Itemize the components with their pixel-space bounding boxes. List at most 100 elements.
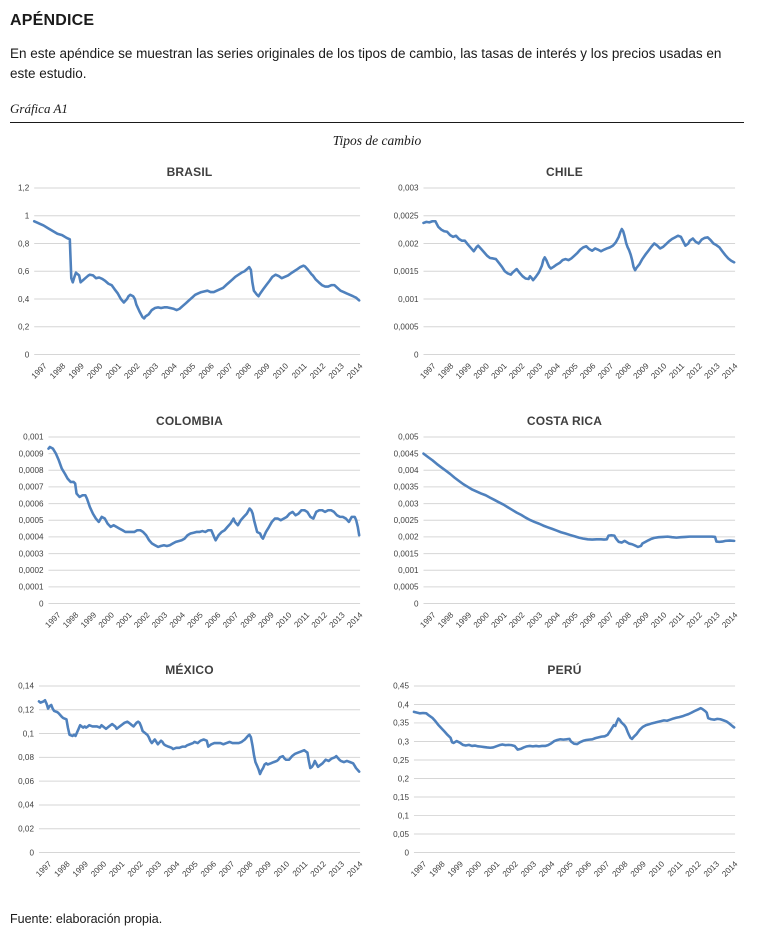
svg-text:0,05: 0,05 (393, 830, 409, 839)
svg-text:2009: 2009 (252, 361, 271, 380)
svg-text:0,0006: 0,0006 (19, 499, 44, 508)
chart-panel-costa-rica: COSTA RICA 0 0,0005 0,001 0,0015 0,002 0,0025… (385, 412, 744, 649)
svg-text:2012: 2012 (684, 859, 703, 878)
svg-text:0,0015: 0,0015 (394, 267, 419, 276)
svg-text:2009: 2009 (632, 361, 651, 380)
svg-text:1999: 1999 (67, 361, 86, 380)
svg-text:2011: 2011 (666, 859, 685, 878)
svg-text:1998: 1998 (436, 361, 455, 380)
svg-text:0,14: 0,14 (18, 682, 34, 691)
svg-text:2000: 2000 (97, 610, 116, 629)
svg-text:2003: 2003 (519, 859, 538, 878)
svg-text:2001: 2001 (104, 361, 123, 380)
svg-text:2011: 2011 (292, 610, 311, 629)
svg-text:2008: 2008 (234, 361, 253, 380)
svg-text:1997: 1997 (418, 610, 437, 629)
svg-text:0,4: 0,4 (398, 700, 410, 709)
svg-text:0,35: 0,35 (393, 719, 409, 728)
svg-text:2012: 2012 (685, 361, 704, 380)
svg-text:2010: 2010 (649, 361, 668, 380)
svg-text:0,003: 0,003 (398, 183, 419, 192)
svg-text:2013: 2013 (327, 361, 346, 380)
svg-text:2002: 2002 (507, 610, 526, 629)
svg-text:2008: 2008 (611, 859, 630, 878)
svg-text:2004: 2004 (168, 610, 187, 629)
svg-text:2002: 2002 (132, 610, 151, 629)
svg-text:2011: 2011 (667, 610, 686, 629)
svg-text:2003: 2003 (141, 361, 160, 380)
svg-text:0,002: 0,002 (398, 239, 419, 248)
svg-text:0,0035: 0,0035 (394, 482, 419, 491)
svg-text:0: 0 (414, 599, 419, 608)
svg-text:2013: 2013 (702, 859, 721, 878)
svg-text:2014: 2014 (345, 361, 364, 380)
svg-text:2014: 2014 (720, 859, 739, 878)
svg-text:2012: 2012 (310, 610, 329, 629)
svg-text:1998: 1998 (61, 610, 80, 629)
figure-label: Gráfica A1 (10, 100, 68, 116)
page-title: APÉNDICE (10, 12, 95, 29)
svg-text:0: 0 (29, 848, 34, 857)
svg-text:1998: 1998 (53, 859, 72, 878)
figure-divider (10, 121, 744, 123)
svg-text:2000: 2000 (85, 361, 104, 380)
svg-text:0,15: 0,15 (393, 793, 409, 802)
svg-text:2001: 2001 (115, 610, 134, 629)
chart-panel-chile: CHILE 0 0,0005 0,001 0,0015 0,002 0,0025 0,003… (385, 163, 744, 400)
intro-paragraph: En este apéndice se muestran las series … (10, 46, 722, 82)
svg-text:1999: 1999 (454, 610, 473, 629)
svg-text:0,0025: 0,0025 (394, 211, 419, 220)
svg-text:2009: 2009 (629, 859, 648, 878)
svg-text:2011: 2011 (290, 361, 309, 380)
svg-text:0,004: 0,004 (398, 466, 419, 475)
chart-title-peru: PERÚ (547, 662, 582, 677)
svg-text:2007: 2007 (596, 610, 615, 629)
svg-text:1999: 1999 (454, 361, 473, 380)
svg-text:0,0002: 0,0002 (19, 566, 44, 575)
svg-text:2013: 2013 (703, 610, 722, 629)
svg-text:2006: 2006 (197, 361, 216, 380)
svg-text:2002: 2002 (507, 361, 526, 380)
svg-text:0,1: 0,1 (398, 811, 410, 820)
svg-text:2006: 2006 (574, 859, 593, 878)
svg-text:0,2: 0,2 (18, 322, 30, 331)
svg-text:2012: 2012 (309, 859, 328, 878)
svg-text:0,001: 0,001 (398, 566, 419, 575)
chart-panel-brasil: BRASIL 0 0,2 0,4 0,6 0,8 1 1,2 1997 1998 1999 2000… (10, 163, 369, 400)
svg-text:0,4: 0,4 (18, 294, 30, 303)
svg-text:0,2: 0,2 (398, 774, 410, 783)
svg-text:1997: 1997 (34, 859, 53, 878)
svg-text:2014: 2014 (345, 610, 364, 629)
svg-text:0,0001: 0,0001 (19, 582, 44, 591)
svg-text:0,0015: 0,0015 (394, 549, 419, 558)
svg-text:2009: 2009 (254, 859, 273, 878)
svg-text:1997: 1997 (30, 361, 49, 380)
svg-text:1998: 1998 (48, 361, 67, 380)
svg-text:1999: 1999 (79, 610, 98, 629)
svg-text:2010: 2010 (649, 610, 668, 629)
svg-text:1999: 1999 (71, 859, 90, 878)
svg-text:0: 0 (414, 350, 419, 359)
svg-text:0,1: 0,1 (23, 729, 35, 738)
svg-text:0,06: 0,06 (18, 777, 34, 786)
chart-title-colombia: COLOMBIA (156, 413, 223, 428)
svg-text:2010: 2010 (272, 859, 291, 878)
svg-text:1998: 1998 (436, 610, 455, 629)
svg-text:2000: 2000 (472, 361, 491, 380)
svg-text:0,001: 0,001 (23, 432, 44, 441)
svg-text:2005: 2005 (561, 610, 580, 629)
svg-text:2013: 2013 (703, 361, 722, 380)
svg-text:2006: 2006 (203, 610, 222, 629)
chart-title-chile: CHILE (546, 164, 583, 179)
svg-text:2012: 2012 (685, 610, 704, 629)
svg-text:0,0004: 0,0004 (19, 532, 44, 541)
svg-text:0,45: 0,45 (393, 682, 409, 691)
svg-text:2004: 2004 (537, 859, 556, 878)
svg-text:0,04: 0,04 (18, 801, 34, 810)
svg-text:1,2: 1,2 (18, 183, 30, 192)
chart-panel-colombia: COLOMBIA 0 0,0001 0,0002 0,0003 0,0004 0,0005… (10, 412, 369, 649)
svg-text:2005: 2005 (181, 859, 200, 878)
svg-text:2008: 2008 (614, 610, 633, 629)
